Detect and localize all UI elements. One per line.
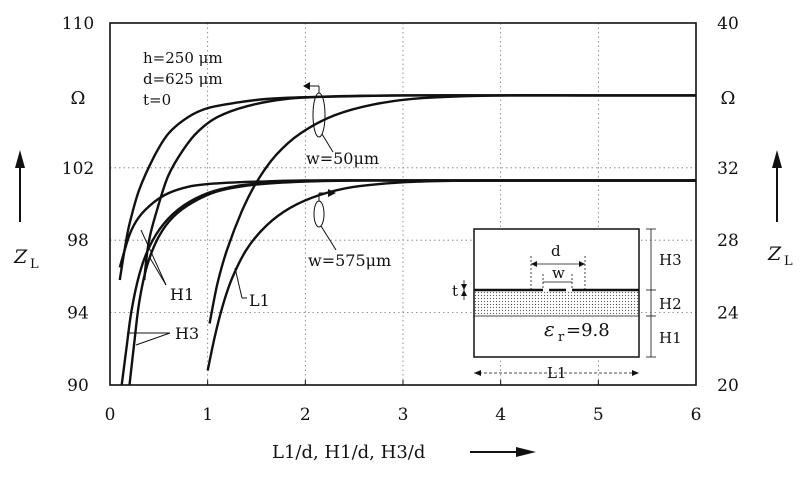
left-tick-label: 94 — [67, 304, 89, 324]
curve-label: H1 — [170, 285, 194, 304]
svg-text:r: r — [558, 330, 565, 345]
svg-text:L: L — [30, 257, 39, 272]
right-tick-label: 28 — [717, 231, 739, 251]
inset-label: H3 — [659, 251, 682, 269]
left-axis-label: Z L — [13, 150, 39, 272]
series-group — [118, 93, 696, 386]
left-tick-labels: 90 94 98 102 110 — [62, 14, 94, 396]
svg-text:L: L — [784, 254, 793, 269]
parameter-line: t=0 — [143, 91, 171, 109]
x-tick-label: 6 — [691, 405, 702, 425]
series-line — [208, 93, 696, 324]
right-axis-label: Z L — [767, 150, 793, 269]
substrate-layer — [475, 290, 638, 316]
left-tick-label: 110 — [62, 14, 94, 34]
x-tick-label: 1 — [202, 405, 213, 425]
x-axis-label: L1/d, H1/d, H3/d — [272, 442, 536, 463]
w575-annotation: w=575μm — [308, 189, 391, 270]
left-tick-label: 98 — [67, 231, 89, 251]
x-tick-label: 4 — [495, 405, 506, 425]
x-tick-labels: 0 1 2 3 4 5 6 — [105, 380, 702, 425]
svg-text:L1/d, H1/d, H3/d: L1/d, H1/d, H3/d — [272, 442, 425, 463]
right-unit-label: Ω — [721, 88, 736, 109]
left-tick-label: 102 — [62, 159, 94, 179]
group-label: w=50μm — [306, 149, 379, 168]
inset-diagram: d w t H3 H2 H1 L1 ε r =9.8 — [452, 228, 682, 382]
right-tick-label: 40 — [717, 14, 739, 34]
x-tick-label: 3 — [398, 405, 409, 425]
right-tick-label: 24 — [717, 304, 739, 324]
series-line — [206, 179, 696, 371]
inset-label: w — [552, 264, 565, 282]
right-tick-label: 20 — [717, 376, 739, 396]
x-tick-label: 5 — [593, 405, 604, 425]
curve-label: L1 — [249, 291, 270, 310]
x-tick-label: 2 — [300, 405, 311, 425]
inset-label: H1 — [659, 329, 682, 347]
inset-label: t — [452, 282, 458, 300]
h3-annotation: H3 — [127, 324, 199, 346]
w50-annotation: w=50μm — [303, 82, 379, 168]
parameter-block: h=250 μm d=625 μm t=0 — [143, 49, 223, 109]
inset-label: d — [551, 242, 561, 260]
svg-text:Z: Z — [13, 246, 28, 268]
h1-annotation: H1 — [140, 229, 194, 304]
svg-text:ε: ε — [544, 317, 555, 341]
left-tick-label: 90 — [67, 376, 89, 396]
group-label: w=575μm — [308, 251, 391, 270]
right-tick-label: 32 — [717, 159, 739, 179]
parameter-line: h=250 μm — [143, 49, 223, 67]
svg-text:=9.8: =9.8 — [566, 320, 610, 341]
right-tick-labels: 20 24 28 32 40 — [717, 14, 739, 396]
parameter-line: d=625 μm — [143, 70, 223, 88]
svg-text:Z: Z — [767, 243, 782, 265]
left-unit-label: Ω — [71, 88, 86, 109]
curve-label: H3 — [175, 324, 199, 343]
permittivity-label: ε r =9.8 — [544, 317, 610, 345]
x-tick-label: 0 — [105, 405, 116, 425]
inset-label: L1 — [547, 364, 567, 382]
inset-label: H2 — [659, 295, 682, 313]
l1-annotation: L1 — [234, 267, 270, 310]
